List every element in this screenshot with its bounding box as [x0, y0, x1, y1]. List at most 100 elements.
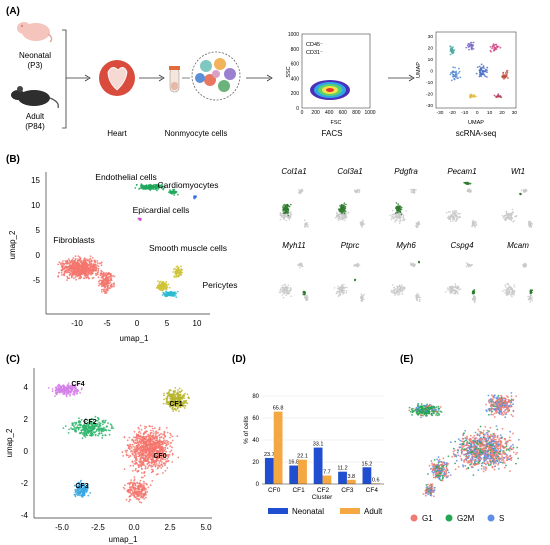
- tick-label: 0: [296, 106, 299, 112]
- gene-label: Col3a1: [337, 167, 362, 176]
- cluster-label-epicardial: Epicardial cells: [133, 205, 190, 215]
- cluster-label-cf0: CF0: [153, 453, 166, 460]
- tick-label: 20: [428, 46, 434, 52]
- legend-s-dot: [487, 514, 495, 522]
- tube-icon: [169, 66, 180, 93]
- gene-umap: [389, 188, 421, 229]
- bar-xtick-label: CF4: [366, 487, 379, 494]
- gene-umap: [278, 262, 309, 302]
- legend-g2m: G2M: [457, 514, 475, 523]
- legend-g2m-dot: [445, 514, 453, 522]
- cluster-label-cf1: CF1: [169, 401, 182, 408]
- tick-label: 10: [487, 110, 493, 116]
- gene-label: Ptprc: [341, 241, 360, 250]
- bar-value-label: 22.1: [297, 454, 308, 460]
- bar-value-label: 15.2: [362, 461, 373, 467]
- legend-adult: Adult: [364, 507, 383, 516]
- adult-label: Adult: [26, 112, 45, 121]
- facs-xticks: 0 200 400 600 800 1000: [301, 110, 376, 116]
- bar-value-label: 33.1: [313, 442, 324, 448]
- gene-umap: [445, 262, 477, 304]
- legend-g1: G1: [422, 514, 433, 523]
- tick-label: 1000: [288, 32, 299, 38]
- gene-label: Pecam1: [447, 167, 476, 176]
- gene-umap: [390, 260, 421, 303]
- bar-neonatal-cf0: [264, 457, 274, 484]
- cluster-label-pericytes: Pericytes: [203, 280, 238, 290]
- umap-b-xlabel: umap_1: [120, 334, 149, 343]
- tick-label: 200: [311, 110, 320, 116]
- facs-label: FACS: [322, 129, 343, 138]
- tick-label: 2.5: [164, 523, 176, 532]
- tick-label: 0: [24, 447, 29, 456]
- facs-xlabel: FSC: [331, 120, 342, 126]
- gene-label: Pdgfra: [394, 167, 418, 176]
- tick-label: 5: [165, 319, 170, 328]
- tick-label: -2: [21, 479, 29, 488]
- cells-icon: [191, 51, 241, 101]
- gene-label: Cspg4: [450, 241, 474, 250]
- bracket: [62, 29, 67, 129]
- bar-neonatal-cf4: [362, 467, 372, 484]
- cluster-label-cf3: CF3: [75, 483, 88, 490]
- tick-label: 0.0: [128, 523, 140, 532]
- bar-xtick-label: CF3: [341, 487, 354, 494]
- bar-xlabel: Cluster: [312, 494, 333, 501]
- tick-label: 1000: [364, 110, 375, 116]
- tick-label: -4: [21, 511, 29, 520]
- tick-label: 10: [31, 201, 40, 210]
- facs-plot: CD45⁻ CD31⁻ 0 200 400 600 800 1000 0200400600…: [286, 32, 376, 126]
- heart-label: Heart: [107, 129, 127, 138]
- bar-value-label: 7.7: [323, 470, 331, 476]
- bar-value-label: 65.8: [273, 406, 284, 412]
- gene-umap: [501, 262, 534, 303]
- tick-label: -5: [33, 276, 41, 285]
- tick-label: 2: [24, 415, 29, 424]
- bar-adult-cf2: [322, 475, 332, 484]
- tick-label: 600: [339, 110, 348, 116]
- bar-xtick-label: CF0: [268, 487, 281, 494]
- tick-label: -20: [426, 92, 433, 98]
- tick-label: 400: [325, 110, 334, 116]
- gene-umap: [333, 262, 365, 302]
- cluster-label-cardiomyocytes: Cardiomyocytes: [158, 180, 219, 190]
- tick-label: 5.0: [200, 523, 212, 532]
- tick-label: 30: [512, 110, 518, 116]
- umap-c-ylabel: umap_2: [5, 428, 14, 457]
- neonatal-age: (P3): [27, 61, 42, 70]
- bar-ytick-label: 80: [252, 394, 259, 400]
- bar-neonatal-cf2: [313, 447, 323, 484]
- bar-ytick-label: 0: [256, 482, 260, 488]
- bar-ylabel: % of cells: [243, 415, 250, 444]
- tick-label: 0: [430, 69, 433, 75]
- gene-umap: [501, 188, 533, 229]
- umap-small-ylabel: UMAP: [416, 62, 422, 78]
- bar-neonatal-cf3: [338, 471, 347, 484]
- tick-label: 10: [428, 57, 434, 63]
- tick-label: 800: [352, 110, 361, 116]
- tick-label: 30: [428, 34, 434, 40]
- tick-label: 800: [291, 47, 300, 53]
- tick-label: 600: [291, 62, 300, 68]
- umap-small-xlabel: UMAP: [468, 120, 484, 126]
- facs-ylabel: SSC: [286, 66, 292, 77]
- bar-neonatal-cf1: [289, 465, 299, 484]
- umap-c-plot: -5.0 -2.5 0.0 2.5 5.0 420-2-4 umap_1 umap_2 …: [5, 368, 212, 544]
- cluster-label-cf2: CF2: [83, 419, 96, 426]
- bar-value-label: 11.2: [337, 466, 347, 472]
- panel-e-label: (E): [400, 354, 413, 365]
- bar-xtick-label: CF1: [292, 487, 305, 494]
- umap-c-xlabel: umap_1: [109, 535, 138, 544]
- bar-adult-cf1: [298, 459, 307, 484]
- umap-b-ylabel: umap_2: [8, 230, 17, 259]
- tick-label: -10: [71, 319, 83, 328]
- bar-ytick-label: 40: [252, 438, 259, 444]
- tick-label: 5: [36, 226, 41, 235]
- facs-yticks: 0 200 400 600 800 1000: [288, 32, 299, 112]
- bar-value-label: 0.6: [372, 477, 380, 483]
- bar-value-label: 16.8: [288, 460, 299, 466]
- gene-label: Myh6: [396, 241, 416, 250]
- nonmyocyte-label: Nonmyocyte cells: [165, 129, 228, 138]
- tick-label: -5: [103, 319, 111, 328]
